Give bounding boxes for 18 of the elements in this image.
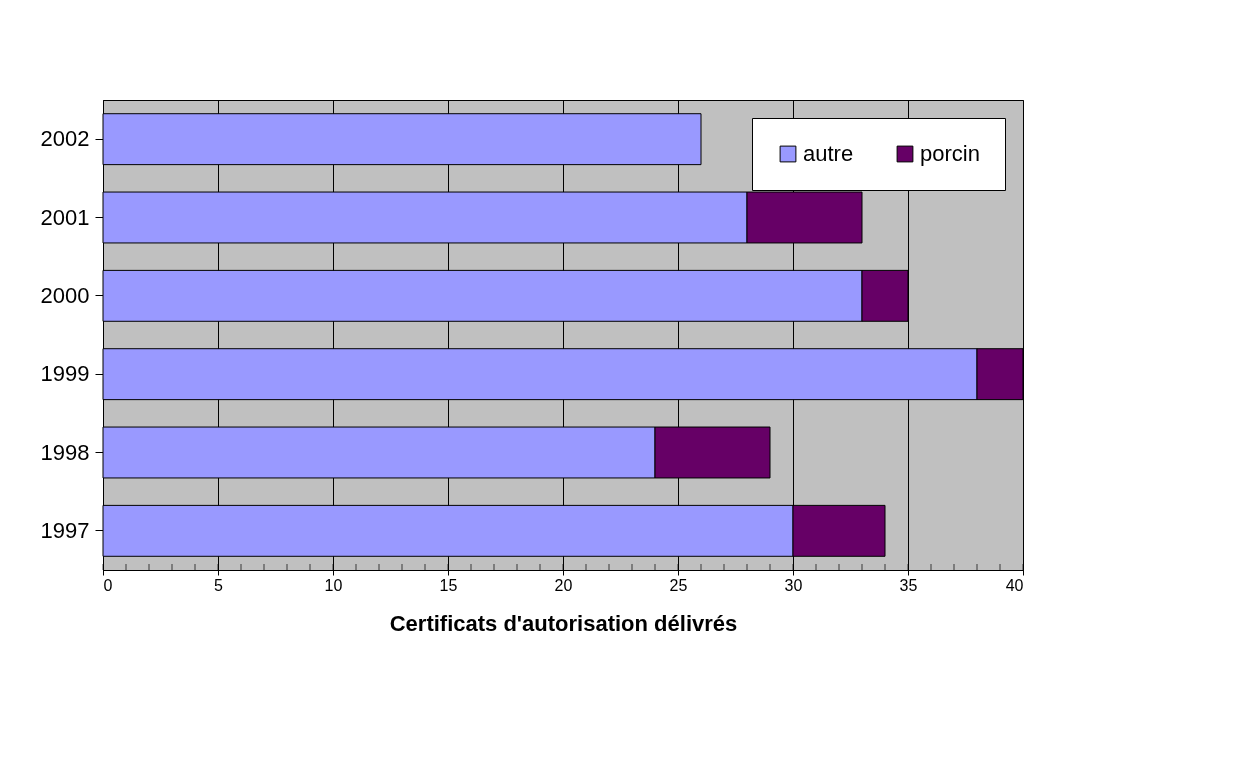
y-tick-label: 1999: [40, 361, 90, 387]
x-axis-title: Certificats d'autorisation délivrés: [389, 610, 738, 636]
x-tick-label: 25: [669, 576, 688, 594]
legend-label: autre: [803, 141, 854, 166]
x-tick-label: 15: [439, 576, 458, 594]
x-tick-label: 30: [784, 576, 803, 594]
x-tick-label: 0: [103, 576, 113, 594]
y-tick-label: 2000: [40, 282, 90, 308]
legend-label: porcin: [920, 141, 980, 166]
y-tick-label: 1998: [40, 439, 90, 465]
x-tick-label: 40: [1005, 576, 1024, 594]
x-tick-label: 5: [214, 576, 224, 594]
x-tick-label: 35: [899, 576, 918, 594]
y-tick-label: 2002: [40, 126, 90, 152]
y-tick-label: 2001: [40, 204, 90, 230]
y-tick-label: 1997: [40, 517, 90, 543]
x-tick-label: 10: [324, 576, 343, 594]
x-tick-label: 20: [554, 576, 573, 594]
